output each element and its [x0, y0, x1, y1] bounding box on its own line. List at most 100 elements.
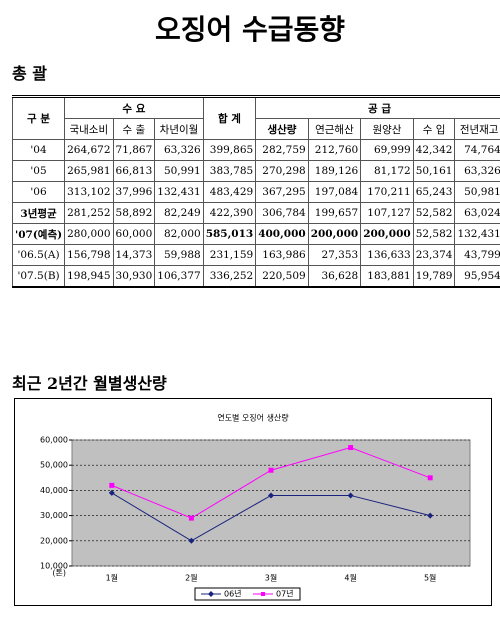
- data-cell: 265,981: [64, 160, 114, 182]
- data-cell: 136,633: [360, 244, 414, 266]
- data-cell: 19,789: [412, 265, 456, 288]
- legend-box: [194, 587, 301, 601]
- data-cell: 197,084: [307, 181, 362, 203]
- data-cell: 281,252: [64, 202, 114, 224]
- y-tick-label: 40,000: [40, 486, 68, 495]
- data-cell: 400,000: [255, 223, 309, 245]
- table-row: '07(예측) 280,000 60,000 82,000 585,013 400,000…: [11, 223, 500, 245]
- data-cell: 23,374: [412, 244, 456, 266]
- data-cell: 63,024: [454, 202, 500, 224]
- data-cell: 71,867: [112, 139, 156, 161]
- header-cell: 수 요: [64, 96, 204, 119]
- data-cell: 156,798: [64, 244, 114, 266]
- y-tick-label: 50,000: [40, 461, 68, 470]
- y-tick-label: 30,000: [40, 511, 68, 520]
- table-row: 3년평균 281,252 58,892 82,249 422,390 306,784 199…: [11, 202, 500, 224]
- point: [348, 445, 354, 451]
- x-tick-label: 4월: [344, 573, 356, 583]
- header-cell: 공 급: [255, 96, 500, 119]
- y-tick-label: 10,000: [40, 562, 68, 571]
- data-cell: 422,390: [202, 202, 257, 224]
- data-cell: 163,986: [255, 244, 309, 266]
- data-cell: 30,930: [112, 265, 156, 288]
- x-tick-label: 5월: [424, 573, 436, 583]
- data-cell: 264,672: [64, 139, 114, 161]
- table-row: '05 265,981 66,813 50,991 383,785 270,298 189,…: [11, 160, 500, 182]
- data-cell: 282,759: [255, 139, 309, 161]
- data-cell: 132,431: [454, 223, 500, 245]
- header-cell: 수 출: [112, 118, 156, 140]
- table-row: '06.5(A) 156,798 14,373 59,988 231,159 163,98…: [11, 244, 500, 266]
- row-label: '06.5(A): [11, 244, 66, 266]
- data-cell: 58,892: [112, 202, 156, 224]
- data-cell: 270,298: [255, 160, 309, 182]
- table-row: '06 313,102 37,996 132,431 483,429 367,295 197…: [11, 181, 500, 203]
- point: [268, 492, 274, 499]
- data-cell: 106,377: [154, 265, 204, 288]
- data-cell: 63,326: [454, 160, 500, 182]
- data-cell: 50,991: [154, 160, 204, 182]
- point: [268, 467, 274, 473]
- row-label: 3년평균: [11, 202, 66, 224]
- legend-label: 06년: [224, 589, 242, 599]
- data-cell: 189,126: [307, 160, 362, 182]
- point: [347, 492, 354, 499]
- data-cell: 95,954: [454, 265, 500, 288]
- data-cell: 170,211: [360, 181, 414, 203]
- data-cell: 50,161: [412, 160, 456, 182]
- row-label: '07(예측): [11, 223, 66, 245]
- data-cell: 198,945: [64, 265, 114, 288]
- data-cell: 36,628: [307, 265, 362, 288]
- legend-marker: [208, 591, 214, 597]
- data-cell: 66,813: [112, 160, 156, 182]
- point: [188, 537, 195, 544]
- data-cell: 200,000: [307, 223, 362, 245]
- chart-title: 연도별 오징어 생산량: [217, 413, 289, 423]
- point: [188, 515, 194, 521]
- data-cell: 14,373: [112, 244, 156, 266]
- header-cell: 연근해산: [307, 118, 362, 140]
- data-cell: 383,785: [202, 160, 257, 182]
- data-cell: 82,249: [154, 202, 204, 224]
- data-cell: 280,000: [64, 223, 114, 245]
- data-cell: 212,760: [307, 139, 362, 161]
- row-label: '04: [11, 139, 66, 161]
- data-cell: 231,159: [202, 244, 257, 266]
- data-cell: 60,000: [112, 223, 156, 245]
- data-cell: 82,000: [154, 223, 204, 245]
- header-cell: 수 입: [412, 118, 456, 140]
- data-cell: 199,657: [307, 202, 362, 224]
- data-cell: 59,988: [154, 244, 204, 266]
- data-cell: 132,431: [154, 181, 204, 203]
- y-axis-label: (톤): [52, 569, 66, 578]
- x-tick-label: 1월: [106, 573, 118, 583]
- data-cell: 50,981: [454, 181, 500, 203]
- table-row: 국내소비 수 출 차년이월 생산량 연근해산 원양산 수 입 전년재고: [13, 118, 500, 140]
- row-label: '06: [11, 181, 66, 203]
- page-title: 오징어 수급동향: [154, 13, 346, 46]
- data-cell: 63,326: [154, 139, 204, 161]
- legend-label: 07년: [276, 589, 294, 599]
- chart: 연도별 오징어 생산량 10,000 20,000 30,000 40,000 50,0…: [14, 398, 492, 606]
- data-cell: 81,172: [360, 160, 414, 182]
- data-cell: 183,881: [360, 265, 414, 288]
- data-cell: 69,999: [360, 139, 414, 161]
- header-cell: 원양산: [360, 118, 414, 140]
- data-cell: 367,295: [255, 181, 309, 203]
- data-cell: 107,127: [360, 202, 414, 224]
- header-cell: 생산량: [255, 118, 309, 140]
- y-tick-label: 60,000: [40, 436, 68, 445]
- y-tick-label: 20,000: [40, 536, 68, 545]
- point: [108, 489, 115, 496]
- data-cell: 306,784: [255, 202, 309, 224]
- data-cell: 52,582: [412, 202, 456, 224]
- data-cell: 336,252: [202, 265, 257, 288]
- data-cell: 37,996: [112, 181, 156, 203]
- legend-marker: [261, 592, 265, 596]
- data-cell: 483,429: [202, 181, 257, 203]
- data-cell: 399,865: [202, 139, 257, 161]
- point: [109, 482, 115, 488]
